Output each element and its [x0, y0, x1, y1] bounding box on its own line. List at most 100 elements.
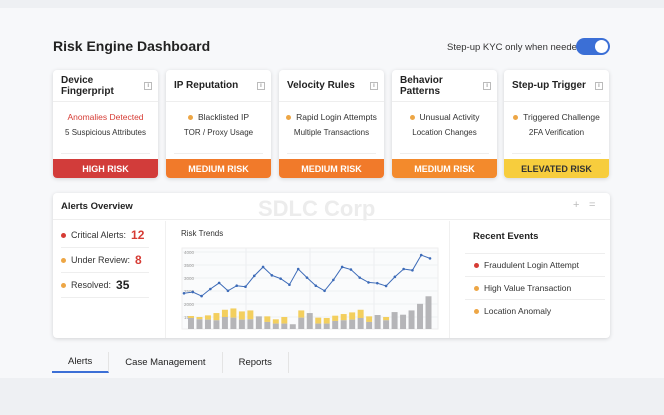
risk-level-badge: ELEVATED RISK	[504, 159, 609, 178]
tab-item[interactable]: Case Management	[109, 352, 223, 373]
line-point	[367, 281, 370, 284]
risk-card[interactable]: Behavior Patterns i Unusual Activity Loca…	[392, 70, 497, 178]
card-title: Velocity Rules	[287, 80, 355, 91]
info-icon[interactable]: i	[595, 81, 603, 90]
add-icon[interactable]: +	[573, 199, 580, 211]
bar-top	[332, 315, 339, 321]
bar-base	[374, 315, 381, 329]
bar-top	[298, 310, 305, 318]
line-point	[402, 267, 405, 271]
bar-top	[323, 317, 330, 324]
bar-top	[230, 308, 237, 318]
chart-svg: 400035003000250020001500	[181, 247, 439, 330]
line-point	[296, 267, 300, 271]
bar-top	[272, 319, 279, 324]
alert-stat[interactable]: Under Review: 8	[61, 248, 149, 273]
line-point	[209, 287, 212, 291]
card-title: Step-up Trigger	[512, 80, 586, 91]
divider	[61, 153, 150, 154]
line-point	[349, 268, 353, 271]
y-tick-label: 3000	[184, 276, 195, 281]
event-item[interactable]: Location Anomaly	[465, 299, 605, 322]
bar-top	[357, 309, 364, 318]
card-line1-text: Blacklisted IP	[197, 112, 250, 122]
status-dot-icon	[286, 115, 292, 121]
bar-top	[247, 310, 254, 320]
recent-events-title: Recent Events	[473, 231, 539, 242]
stat-value: 8	[135, 253, 142, 267]
line-point	[305, 276, 309, 279]
line-point	[182, 292, 186, 295]
bar-top	[366, 316, 373, 322]
risk-level-badge: MEDIUM RISK	[279, 159, 384, 178]
card-title: Device Fingerpript	[61, 74, 114, 97]
line-point	[235, 284, 239, 288]
bottom-tabs: Alerts Case Management Reports	[52, 352, 289, 373]
bar-base	[264, 321, 271, 329]
alert-stat[interactable]: Critical Alerts: 12	[61, 223, 149, 248]
event-label: Location Anomaly	[484, 306, 552, 316]
bar-base	[340, 320, 347, 329]
y-tick-label: 3500	[184, 263, 195, 268]
status-dot-icon	[61, 282, 66, 288]
bar-base	[230, 317, 237, 329]
card-line1-text: Anomalies Detected	[67, 112, 144, 122]
risk-level-badge: HIGH RISK	[53, 159, 158, 178]
bar-base	[391, 312, 398, 329]
bar-base	[306, 313, 313, 329]
line-point	[226, 289, 230, 293]
line-point	[217, 281, 221, 285]
card-line2: Location Changes	[412, 128, 477, 137]
divider	[174, 153, 263, 154]
bar-top	[281, 317, 288, 324]
card-line1: Blacklisted IP	[166, 112, 271, 122]
bar-top	[264, 316, 271, 322]
info-icon[interactable]: i	[370, 81, 378, 90]
line-point	[384, 284, 388, 288]
card-line1: Triggered Challenge	[504, 112, 609, 122]
info-icon[interactable]: i	[483, 81, 491, 90]
line-point	[314, 284, 318, 288]
bar-base	[255, 316, 262, 329]
bar-base	[400, 314, 407, 329]
risk-card[interactable]: Step-up Trigger i Triggered Challenge 2FA…	[504, 70, 609, 178]
info-icon[interactable]: i	[257, 81, 265, 90]
stat-label: Critical Alerts:	[71, 230, 127, 240]
info-icon[interactable]: i	[144, 81, 152, 90]
event-item[interactable]: High Value Transaction	[465, 276, 605, 299]
line-point	[375, 281, 379, 285]
bar-base	[272, 323, 279, 329]
tab-item[interactable]: Alerts	[52, 352, 110, 373]
line-point	[411, 268, 414, 272]
menu-icon[interactable]: =	[589, 199, 596, 211]
status-dot-icon	[513, 115, 519, 121]
card-line1-text: Triggered Challenge	[523, 112, 600, 122]
event-item[interactable]: Fraudulent Login Attempt	[465, 253, 605, 276]
chart-title: Risk Trends	[181, 229, 224, 238]
risk-card[interactable]: IP Reputation i Blacklisted IP TOR / Prox…	[166, 70, 271, 178]
alert-stat[interactable]: Resolved: 35	[61, 273, 149, 298]
status-dot-icon	[187, 115, 193, 121]
bar-base	[425, 296, 432, 329]
line-point	[244, 285, 247, 289]
card-line1: Unusual Activity	[392, 112, 497, 122]
bar-top	[188, 316, 194, 318]
bar-base	[204, 319, 211, 329]
bar-base	[188, 317, 194, 329]
risk-card[interactable]: Device Fingerpript i Anomalies Detected 5…	[53, 70, 158, 178]
bar-base	[349, 319, 356, 329]
line-point	[323, 289, 326, 293]
bar-base	[238, 319, 245, 329]
tab-item[interactable]: Reports	[223, 352, 289, 373]
risk-card[interactable]: Velocity Rules i Rapid Login Attempts Mul…	[279, 70, 384, 178]
card-line1-text: Rapid Login Attempts	[296, 112, 377, 122]
bar-base	[315, 323, 322, 329]
card-title: IP Reputation	[174, 80, 239, 91]
kyc-toggle-label: Step-up KYC only when needed	[447, 42, 583, 53]
bar-base	[366, 321, 373, 329]
card-line2: 2FA Verification	[528, 128, 585, 137]
alerts-overview-panel: Alerts Overview SDLC Corp + = Critical A…	[53, 193, 610, 338]
kyc-toggle[interactable]	[576, 38, 610, 55]
recent-events: Recent Events Fraudulent Login Attempt Hi…	[465, 221, 605, 322]
bar-base	[221, 317, 228, 329]
